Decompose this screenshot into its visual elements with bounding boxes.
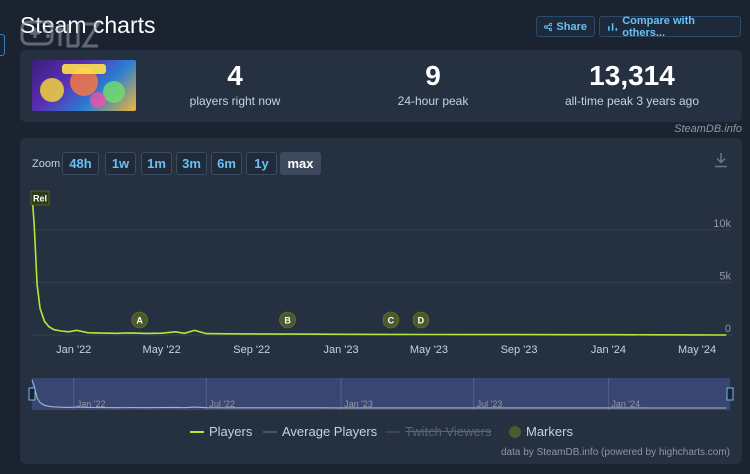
- compare-icon: [608, 22, 618, 31]
- navigator-selection: [32, 378, 730, 410]
- legend-label: Players: [209, 424, 253, 439]
- marker-dot: [382, 311, 400, 329]
- stat-label: players right now: [189, 94, 281, 108]
- game-capsule-image[interactable]: [32, 60, 136, 111]
- y-tick-label: 0: [725, 323, 731, 335]
- release-flag: Rel: [30, 190, 50, 206]
- compare-button[interactable]: Compare with others...: [599, 14, 741, 39]
- stat-current-players: 4 players right now: [150, 60, 320, 108]
- legend-average-players[interactable]: Average Players: [263, 424, 377, 439]
- players-line-swatch: [190, 430, 204, 433]
- x-tick-label: May '24: [678, 344, 716, 356]
- marker-dot: [279, 311, 296, 329]
- stat-value: 9: [425, 60, 441, 91]
- legend-twitch-viewers[interactable]: Twitch Viewers: [386, 424, 491, 439]
- stat-all-time-peak: 13,314 all-time peak 3 years ago: [547, 60, 717, 108]
- x-tick-label: Jan '22: [56, 344, 91, 356]
- stat-24h-peak: 9 24-hour peak: [348, 60, 518, 108]
- share-button[interactable]: Share: [536, 16, 595, 37]
- zoom-label: Zoom: [32, 158, 61, 170]
- marker-dot: [412, 311, 430, 329]
- average-line-swatch: [263, 430, 277, 433]
- legend-label: Markers: [526, 424, 573, 439]
- legend-markers[interactable]: Markers: [509, 424, 573, 439]
- download-icon[interactable]: [714, 152, 728, 168]
- marker-c: C: [382, 311, 400, 329]
- x-tick-label: Jan '23: [324, 344, 359, 356]
- players-series-line: [31, 194, 727, 336]
- y-tick-label: 10k: [713, 218, 731, 230]
- marker-label: C: [388, 316, 395, 326]
- chart-credit: data by SteamDB.info (powered by highcha…: [501, 447, 730, 458]
- zoom-1m-button[interactable]: 1m: [141, 152, 172, 175]
- x-tick-label: May '23: [410, 344, 448, 356]
- release-flag-box: [30, 190, 50, 206]
- players-chart[interactable]: 0 5k 10k Jan '22 May '22 Sep '22 Jan '23 May '2…: [20, 138, 742, 464]
- stat-value: 4: [227, 60, 243, 91]
- zoom-1w-button[interactable]: 1w: [105, 152, 136, 175]
- navigator-series-line: [31, 379, 727, 409]
- marker-label: D: [418, 316, 425, 326]
- sidebar-toggle[interactable]: [0, 34, 5, 56]
- marker-label: Rel: [33, 194, 47, 204]
- navigator-tick-label: Jan '22: [77, 399, 106, 409]
- marker-label: B: [284, 316, 291, 326]
- navigator-tick-label: Jan '24: [611, 399, 640, 409]
- marker-swatch: [509, 425, 521, 438]
- navigator-tick-label: Jul '22: [209, 399, 235, 409]
- x-tick-label: May '22: [143, 344, 181, 356]
- zoom-48h-button[interactable]: 48h: [62, 152, 99, 175]
- x-tick-label: Sep '23: [501, 344, 538, 356]
- zoom-max-button[interactable]: max: [280, 152, 321, 175]
- zoom-6m-button[interactable]: 6m: [211, 152, 242, 175]
- navigator-tick-label: Jan '23: [344, 399, 373, 409]
- y-tick-label: 5k: [719, 270, 731, 282]
- stat-label: all-time peak 3 years ago: [564, 94, 700, 108]
- stat-label: 24-hour peak: [397, 94, 469, 108]
- marker-dot: [131, 311, 148, 329]
- twitch-line-swatch: [386, 430, 400, 433]
- marker-d: D: [412, 311, 430, 329]
- compare-label: Compare with others...: [622, 14, 695, 39]
- chart-panel: Zoom 48h 1w 1m 3m 6m 1y max 0 5k 10k Jan '2…: [20, 138, 742, 464]
- navigator-handle-right[interactable]: [726, 387, 734, 401]
- legend-players[interactable]: Players: [190, 424, 252, 439]
- navigator: Jan '22 Jul '22 Jan '23 Jul '23 Jan '24: [28, 378, 734, 410]
- share-label: Share: [556, 20, 587, 33]
- marker-a: A: [131, 311, 148, 329]
- x-tick-label: Sep '22: [233, 344, 270, 356]
- marker-label: A: [136, 316, 143, 326]
- legend-label: Average Players: [282, 424, 378, 439]
- zoom-3m-button[interactable]: 3m: [176, 152, 207, 175]
- steamdb-credit-link[interactable]: SteamDB.info: [674, 123, 742, 135]
- marker-b: B: [279, 311, 296, 329]
- title-bar: Steam charts Share Compare with others..…: [0, 0, 750, 56]
- stat-value: 13,314: [589, 60, 675, 91]
- navigator-tick-label: Jul '23: [477, 399, 503, 409]
- zoom-1y-button[interactable]: 1y: [246, 152, 277, 175]
- share-icon: [544, 22, 553, 31]
- watermark-logo: [20, 20, 101, 48]
- x-tick-label: Jan '24: [591, 344, 626, 356]
- chart-legend: Players Average Players Twitch Viewers M…: [20, 424, 742, 442]
- navigator-handle-left[interactable]: [28, 387, 36, 401]
- legend-label: Twitch Viewers: [405, 424, 492, 439]
- stats-panel: 4 players right now 9 24-hour peak 13,31…: [20, 50, 742, 122]
